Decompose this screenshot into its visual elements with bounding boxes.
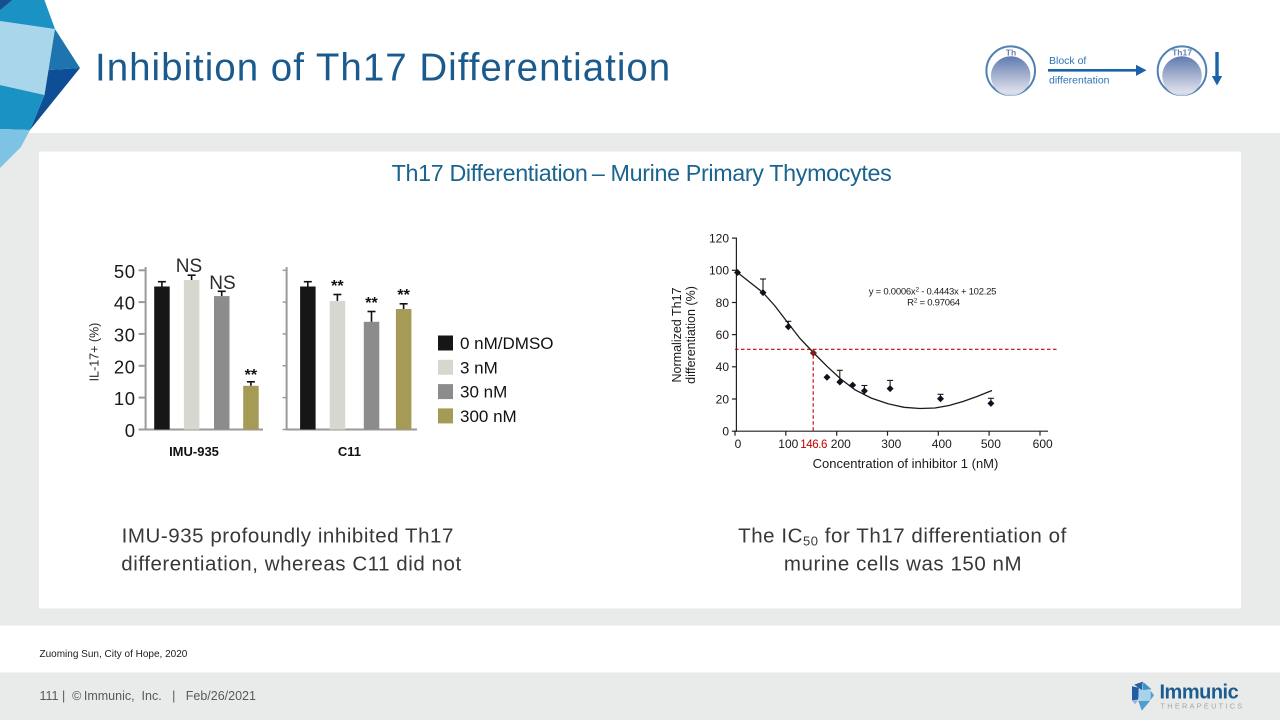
svg-text:Concentration of inhibitor 1: Concentration of inhibitor 1 (nM) <box>813 456 999 471</box>
svg-text:Immunic: Immunic <box>1160 681 1239 703</box>
svg-text:120: 120 <box>709 231 729 245</box>
svg-text:Th17: Th17 <box>1172 48 1192 58</box>
svg-text:500: 500 <box>981 437 1001 451</box>
svg-text:Th: Th <box>1006 48 1016 58</box>
svg-text:Zuoming Sun, City of Hope, 202: Zuoming Sun, City of Hope, 2020 <box>40 649 188 660</box>
svg-text:80: 80 <box>716 296 730 310</box>
svg-text:Normalized Th17: Normalized Th17 <box>670 287 684 382</box>
svg-text:The IC50 for Th17 differentiat: The IC50 for Th17 differentiation of <box>738 525 1067 549</box>
svg-text:3 nM: 3 nM <box>460 358 498 377</box>
svg-text:y = 0.0006x2 - 0.4443x + 102.2: y = 0.0006x2 - 0.4443x + 102.25 <box>869 287 996 298</box>
svg-text:NS: NS <box>209 273 235 294</box>
svg-text:300: 300 <box>881 437 901 451</box>
svg-text:100: 100 <box>709 264 729 278</box>
svg-text:20: 20 <box>114 356 136 377</box>
svg-text:10: 10 <box>114 388 136 409</box>
svg-text:**: ** <box>245 367 258 384</box>
svg-text:NS: NS <box>176 256 202 277</box>
svg-text:IMU-935: IMU-935 <box>169 444 219 459</box>
svg-text:146.6: 146.6 <box>800 439 827 451</box>
svg-text:C11: C11 <box>338 444 361 459</box>
svg-text:differentation: differentation <box>1049 75 1110 87</box>
svg-text:THERAPEUTICS: THERAPEUTICS <box>1161 702 1245 711</box>
svg-text:R2 = 0.97064: R2 = 0.97064 <box>907 298 960 309</box>
svg-text:differentiation (%): differentiation (%) <box>684 286 698 384</box>
svg-text:**: ** <box>365 295 378 312</box>
svg-text:20: 20 <box>716 392 730 406</box>
svg-text:100: 100 <box>778 437 798 451</box>
svg-text:111 | © Immunic, Inc. |: 111 | © Immunic, Inc. | Feb/26/2021 <box>40 689 257 703</box>
svg-text:0: 0 <box>722 425 729 439</box>
svg-text:Th17 Differentiation – Murine: Th17 Differentiation – Murine Primary Th… <box>392 160 892 186</box>
svg-text:400: 400 <box>932 437 952 451</box>
svg-text:300 nM: 300 nM <box>460 407 517 426</box>
svg-text:differentiation, whereas C11 d: differentiation, whereas C11 did not <box>121 553 461 576</box>
svg-text:0 nM/DMSO: 0 nM/DMSO <box>460 334 554 353</box>
svg-text:murine cells was 150 nM: murine cells was 150 nM <box>784 553 1022 576</box>
svg-text:**: ** <box>331 278 344 295</box>
svg-text:60: 60 <box>716 328 730 342</box>
svg-text:40: 40 <box>716 360 730 374</box>
svg-text:0: 0 <box>125 420 136 441</box>
svg-text:IL-17+ (%): IL-17+ (%) <box>88 323 102 382</box>
svg-text:50: 50 <box>114 261 136 282</box>
svg-text:30: 30 <box>114 324 136 345</box>
svg-text:Block of: Block of <box>1049 55 1086 67</box>
svg-text:0: 0 <box>735 437 742 451</box>
svg-text:600: 600 <box>1033 437 1053 451</box>
svg-text:IMU-935 profoundly inhibited T: IMU-935 profoundly inhibited Th17 <box>122 525 454 548</box>
svg-text:**: ** <box>397 287 410 304</box>
svg-text:40: 40 <box>114 293 136 314</box>
svg-text:Inhibition of Th17 Differentia: Inhibition of Th17 Differentiation <box>95 47 671 90</box>
svg-text:200: 200 <box>831 437 851 451</box>
svg-text:30 nM: 30 nM <box>460 383 507 402</box>
